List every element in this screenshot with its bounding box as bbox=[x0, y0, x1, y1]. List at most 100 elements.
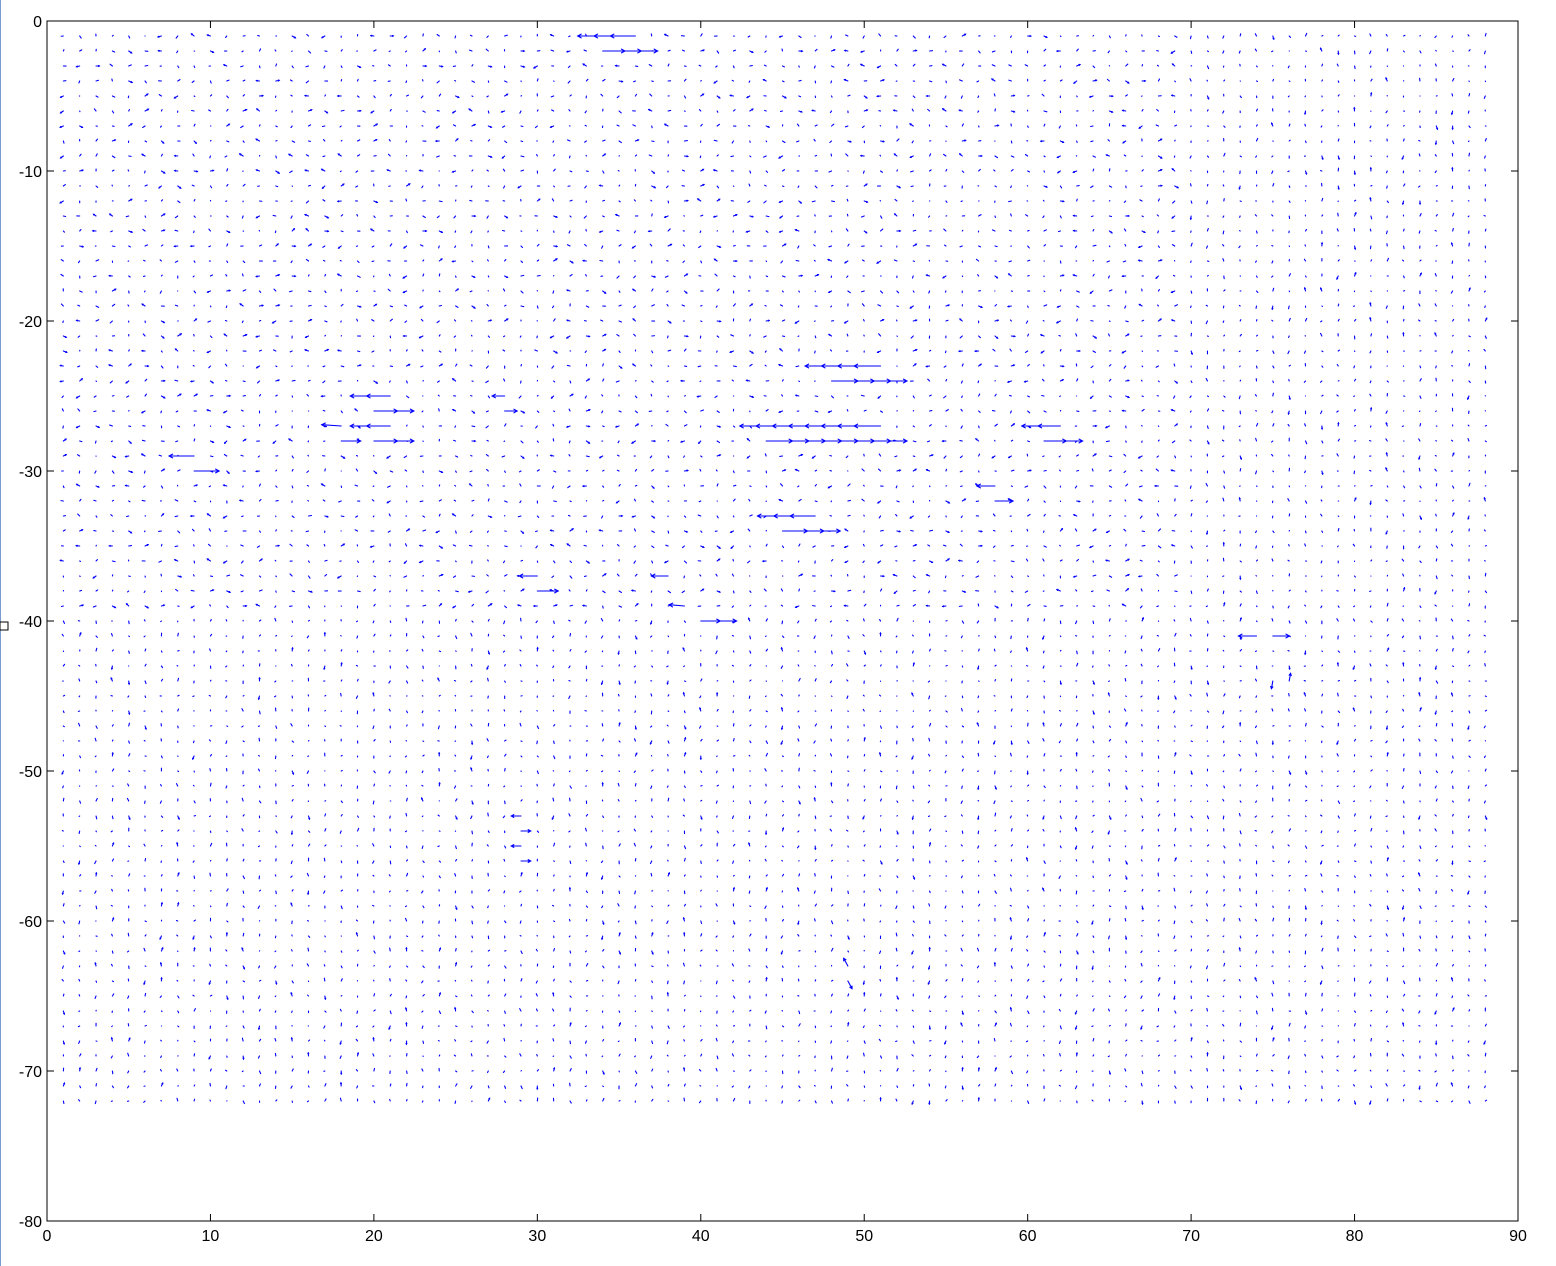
vector-arrow bbox=[616, 469, 620, 472]
vector-arrow bbox=[1155, 468, 1159, 472]
vector-arrow bbox=[797, 710, 800, 713]
vector-arrow bbox=[863, 844, 866, 847]
axis-ticks bbox=[46, 20, 1519, 1222]
vector-arrow bbox=[990, 78, 996, 82]
vector-arrow bbox=[650, 872, 653, 877]
vector-arrow bbox=[1337, 138, 1340, 142]
vector-arrow bbox=[1385, 799, 1388, 802]
vector-arrow bbox=[618, 350, 621, 353]
vector-arrow bbox=[1092, 620, 1095, 625]
vector-arrow bbox=[257, 455, 261, 458]
vector-arrow bbox=[304, 169, 310, 172]
vector-arrow bbox=[1271, 440, 1274, 443]
vector-arrow bbox=[598, 230, 604, 233]
vector-arrow bbox=[861, 498, 865, 502]
vector-arrow bbox=[76, 454, 81, 457]
vector-arrow bbox=[583, 215, 587, 219]
vector-arrow bbox=[438, 694, 441, 697]
vector-arrow bbox=[862, 543, 865, 547]
vector-arrow bbox=[124, 455, 130, 458]
vector-arrow bbox=[602, 815, 605, 819]
vector-arrow bbox=[192, 740, 195, 744]
vector-arrow bbox=[75, 65, 81, 68]
vector-arrow bbox=[518, 395, 522, 399]
vector-arrow bbox=[177, 333, 183, 337]
vector-arrow bbox=[95, 259, 100, 262]
vector-arrow bbox=[62, 49, 65, 52]
vector-arrow bbox=[781, 319, 786, 322]
vector-arrow bbox=[798, 873, 801, 877]
vector-arrow bbox=[1484, 155, 1486, 159]
vector-arrow bbox=[174, 545, 179, 548]
vector-arrow bbox=[863, 409, 867, 412]
vector-arrow bbox=[1076, 738, 1079, 742]
vector-arrow bbox=[111, 245, 116, 248]
vector-arrow bbox=[716, 154, 719, 157]
vector-arrow bbox=[1222, 110, 1225, 114]
vector-arrow bbox=[504, 80, 508, 83]
vector-arrow bbox=[94, 470, 97, 474]
vector-arrow bbox=[242, 333, 248, 337]
vector-arrow bbox=[1076, 650, 1078, 655]
vector-arrow bbox=[418, 169, 424, 172]
vector-arrow bbox=[896, 290, 900, 294]
vector-arrow bbox=[108, 544, 113, 547]
vector-arrow bbox=[877, 395, 882, 399]
vector-arrow bbox=[1467, 424, 1470, 427]
vector-arrow bbox=[731, 664, 735, 667]
vector-arrow bbox=[1336, 453, 1339, 457]
vector-arrow bbox=[307, 184, 311, 187]
vector-arrow bbox=[862, 859, 865, 862]
vector-arrow bbox=[225, 665, 228, 668]
vector-arrow bbox=[618, 184, 621, 187]
vector-arrow bbox=[1140, 663, 1143, 667]
vector-arrow bbox=[846, 409, 849, 412]
vector-arrow bbox=[568, 830, 571, 833]
vector-arrow bbox=[470, 680, 473, 683]
vector-arrow bbox=[206, 350, 211, 354]
vector-arrow bbox=[177, 708, 180, 712]
vector-arrow bbox=[402, 275, 408, 279]
vector-arrow bbox=[912, 63, 916, 67]
vector-arrow bbox=[1271, 618, 1274, 622]
vector-arrow bbox=[322, 199, 326, 202]
vector-arrow bbox=[144, 365, 150, 368]
vector-arrow bbox=[340, 65, 343, 69]
vector-arrow bbox=[406, 183, 411, 187]
vector-arrow bbox=[1157, 318, 1163, 322]
vector-arrow bbox=[503, 185, 506, 189]
vector-arrow bbox=[275, 365, 278, 368]
vector-arrow bbox=[912, 35, 916, 39]
vector-arrow bbox=[781, 95, 787, 99]
vector-arrow bbox=[1304, 123, 1307, 127]
vector-arrow bbox=[1287, 708, 1290, 712]
vector-arrow bbox=[1484, 784, 1487, 787]
vector-arrow bbox=[1304, 815, 1307, 818]
vector-arrow bbox=[1140, 379, 1143, 382]
vector-arrow bbox=[1223, 79, 1226, 82]
vector-arrow bbox=[455, 470, 457, 473]
vector-arrow bbox=[845, 153, 849, 157]
vector-arrow bbox=[959, 79, 963, 82]
vector-arrow bbox=[716, 95, 721, 99]
vector-arrow bbox=[634, 498, 636, 502]
vector-arrow bbox=[75, 395, 81, 399]
vector-arrow bbox=[1027, 395, 1030, 398]
vector-arrow bbox=[1288, 35, 1292, 38]
vector-arrow bbox=[1336, 363, 1339, 367]
vector-arrow bbox=[421, 679, 424, 682]
vector-arrow bbox=[683, 155, 689, 158]
vector-arrow bbox=[911, 140, 914, 144]
vector-arrow bbox=[1105, 154, 1110, 157]
vector-arrow bbox=[1435, 214, 1438, 217]
vector-arrow bbox=[111, 78, 113, 82]
vector-arrow bbox=[960, 844, 963, 847]
vector-arrow bbox=[699, 755, 702, 761]
vector-arrow bbox=[651, 665, 654, 668]
vector-arrow bbox=[1255, 844, 1258, 847]
vector-arrow bbox=[602, 738, 605, 742]
vector-arrow bbox=[402, 334, 408, 337]
vector-arrow bbox=[438, 334, 441, 337]
vector-arrow bbox=[961, 859, 964, 862]
vector-arrow bbox=[419, 500, 424, 503]
